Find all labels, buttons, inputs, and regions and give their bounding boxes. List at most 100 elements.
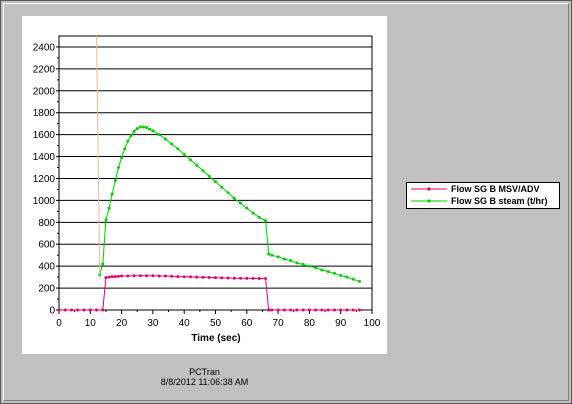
legend-swatch-steam (411, 199, 447, 203)
series-1-point-9 (126, 139, 130, 143)
series-0-point-35 (257, 277, 261, 281)
series-0-point-49 (339, 308, 343, 312)
legend-item-steam: Flow SG B steam (t/hr) (407, 195, 559, 207)
series-1-point-15 (145, 126, 149, 130)
footer: PCTran 8/8/2012 11:06:38 AM (22, 367, 387, 387)
series-0-point-50 (345, 308, 349, 312)
series-0-point-33 (245, 276, 249, 280)
series-1-point-10 (129, 134, 133, 138)
x-tick-label-80: 80 (304, 318, 316, 329)
series-1-point-51 (357, 280, 361, 284)
x-tick-label-90: 90 (335, 318, 347, 329)
series-0-point-37 (267, 308, 271, 312)
series-1-point-32 (245, 206, 249, 210)
series-1-point-40 (289, 259, 293, 263)
series-1-point-6 (116, 166, 120, 170)
series-0-point-51 (351, 308, 355, 312)
y-tick-label-1800: 1800 (33, 108, 56, 119)
series-0-point-20 (163, 274, 167, 278)
series-0-point-25 (195, 275, 199, 279)
series-0-point-23 (182, 275, 186, 279)
series-1-point-4 (110, 192, 114, 196)
y-tick-label-1400: 1400 (33, 152, 56, 163)
series-1-point-31 (239, 201, 243, 205)
series-0-point-39 (276, 308, 280, 312)
x-axis-title: Time (sec) (191, 333, 240, 344)
y-tick-label-1000: 1000 (33, 196, 56, 207)
series-1-point-48 (339, 273, 343, 277)
series-0-point-18 (151, 274, 155, 278)
series-0-point-38 (270, 308, 274, 312)
series-0-point-26 (201, 275, 205, 279)
series-0-point-48 (332, 308, 336, 312)
series-1-point-13 (138, 125, 142, 129)
series-1-point-46 (326, 270, 330, 274)
y-tick-label-0: 0 (49, 306, 55, 317)
series-1-point-1 (101, 262, 105, 266)
series-0-point-14 (126, 274, 130, 278)
x-tick-label-60: 60 (241, 318, 253, 329)
series-line-2 (96, 35, 101, 275)
series-0-point-40 (282, 308, 286, 312)
series-0-point-13 (120, 274, 124, 278)
series-0-point-17 (145, 274, 149, 278)
y-tick-label-400: 400 (38, 262, 55, 273)
series-1-point-28 (220, 185, 224, 189)
series-1-point-47 (332, 271, 336, 275)
series-1-point-2 (104, 218, 108, 222)
series-0-point-6 (95, 308, 99, 312)
series-1-point-19 (163, 137, 167, 141)
plot-frame (58, 35, 373, 311)
x-tick-label-100: 100 (364, 318, 381, 329)
series-1-point-49 (345, 275, 349, 279)
y-tick-label-600: 600 (38, 240, 55, 251)
series-0-point-2 (70, 308, 74, 312)
series-0-point-0 (57, 308, 61, 312)
x-tick-label-70: 70 (273, 318, 285, 329)
series-0-point-1 (63, 308, 67, 312)
legend-item-msv-adv: Flow SG B MSV/ADV (407, 183, 559, 195)
series-1-point-24 (195, 163, 199, 167)
series-1-point-8 (123, 147, 127, 151)
series-0-point-47 (326, 308, 330, 312)
series-0-point-41 (289, 308, 293, 312)
series-1-point-14 (142, 125, 146, 129)
series-0-point-22 (176, 275, 180, 279)
series-0-point-45 (314, 308, 318, 312)
series-1-point-38 (276, 255, 280, 259)
legend: Flow SG B MSV/ADV Flow SG B steam (t/hr) (406, 182, 560, 209)
x-tick-label-10: 10 (85, 318, 97, 329)
series-0-point-4 (82, 308, 86, 312)
x-tick-label-40: 40 (179, 318, 191, 329)
legend-label-steam: Flow SG B steam (t/hr) (451, 196, 548, 206)
y-tick-label-2200: 2200 (33, 64, 56, 75)
series-1-point-5 (113, 179, 117, 183)
axis-layer: 0200400600800100012001400160018002000220… (33, 35, 381, 329)
series-1-point-50 (351, 277, 355, 281)
series-line-0 (59, 275, 360, 311)
series-0-point-12 (116, 274, 120, 278)
series-0-point-19 (157, 274, 161, 278)
series-0-point-52 (357, 308, 361, 312)
y-tick-label-1200: 1200 (33, 174, 56, 185)
footer-timestamp: 8/8/2012 11:06:38 AM (160, 377, 249, 387)
series-1-point-3 (107, 206, 111, 210)
series-1-point-21 (176, 147, 180, 151)
series-0-point-34 (251, 276, 255, 280)
series-1-point-27 (214, 180, 217, 184)
series-0-point-42 (295, 308, 299, 312)
window-inner-bevel (3, 3, 569, 401)
series-1-point-29 (226, 191, 230, 195)
series-0-point-3 (76, 308, 80, 312)
series-1-point-37 (270, 253, 274, 257)
series-1-point-11 (132, 129, 136, 133)
series-0-point-43 (301, 308, 305, 312)
series-1-point-0 (98, 273, 102, 277)
series-0-point-5 (88, 308, 92, 312)
series-layer (57, 35, 361, 312)
series-1-point-42 (301, 263, 305, 267)
series-1-point-23 (188, 158, 192, 162)
series-1-point-43 (307, 264, 311, 268)
series-1-point-39 (282, 257, 286, 261)
y-tick-label-800: 800 (38, 218, 55, 229)
